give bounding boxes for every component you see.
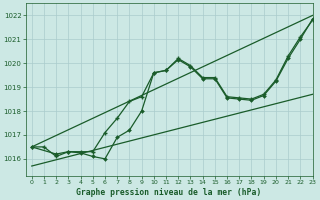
X-axis label: Graphe pression niveau de la mer (hPa): Graphe pression niveau de la mer (hPa) (76, 188, 262, 197)
